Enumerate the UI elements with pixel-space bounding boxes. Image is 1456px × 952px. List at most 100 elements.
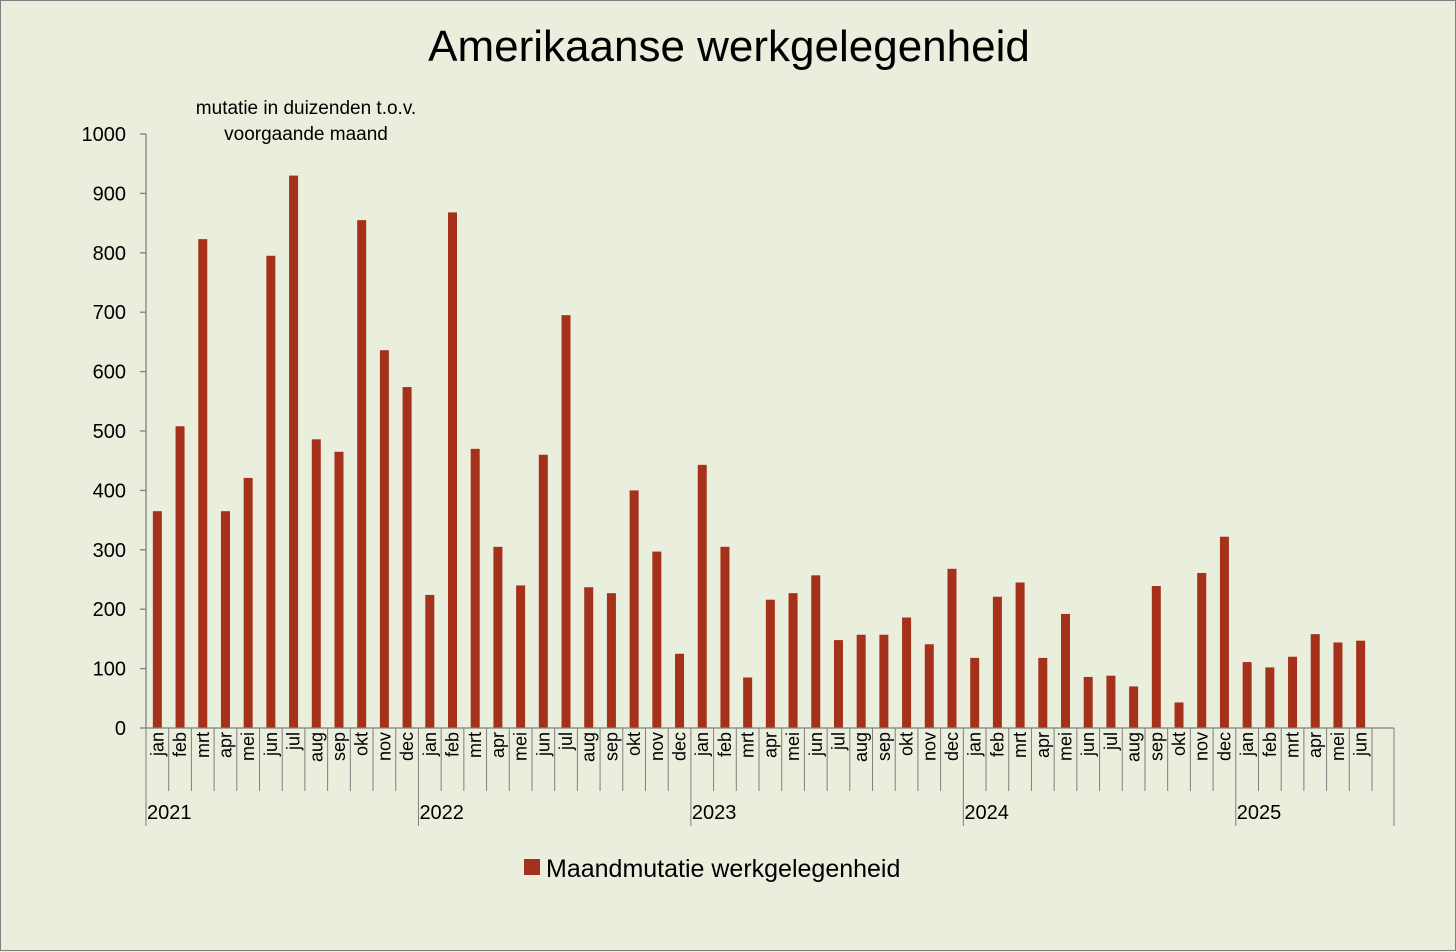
x-tick-label: sep (601, 732, 621, 761)
bar (1333, 642, 1343, 728)
y-axis: 0 100 200 300 400 500 600 700 800 900 1000 (82, 124, 147, 740)
x-tick-label: aug (579, 732, 599, 762)
bar (788, 593, 798, 728)
bar (1219, 536, 1229, 728)
x-tick-label: jan (147, 732, 167, 757)
bar (493, 546, 503, 728)
bar (720, 546, 730, 728)
x-tick-label: jun (261, 732, 281, 757)
y-tick-label: 900 (93, 183, 126, 205)
x-tick-label: feb (987, 732, 1007, 757)
bar (765, 599, 775, 728)
bar (743, 677, 753, 728)
chart-title: Amerikaanse werkgelegenheid (428, 22, 1030, 71)
bar (402, 387, 412, 728)
x-tick-label: jan (1237, 732, 1257, 757)
bar (675, 653, 685, 728)
bar (198, 239, 208, 728)
x-tick-label: feb (170, 732, 190, 757)
bar (1174, 702, 1184, 728)
x-tick-label: jan (965, 732, 985, 757)
year-label: 2021 (147, 802, 192, 824)
x-tick-label: aug (851, 732, 871, 762)
bar-series (152, 175, 1366, 728)
x-tick-label: mrt (1283, 732, 1303, 758)
x-tick-label: dec (397, 732, 417, 761)
bar (289, 175, 299, 728)
bar (947, 568, 957, 728)
x-tick-label: nov (919, 732, 939, 761)
y-tick-label: 300 (93, 540, 126, 562)
bar (652, 551, 662, 728)
x-tick-label: nov (1192, 732, 1212, 761)
x-tick-label: mei (783, 732, 803, 761)
chart-subtitle-line-2: voorgaande maand (224, 124, 388, 145)
y-tick-label: 1000 (82, 124, 127, 146)
x-tick-label: mrt (738, 732, 758, 758)
x-tick-label: dec (670, 732, 690, 761)
legend: Maandmutatie werkgelegenheid (524, 855, 900, 883)
bar (584, 587, 594, 728)
bar (561, 315, 571, 728)
x-tick-label: feb (715, 732, 735, 757)
y-tick-label: 500 (93, 421, 126, 443)
y-tick-label: 800 (93, 243, 126, 265)
bar (220, 511, 230, 728)
x-tick-label: feb (1260, 732, 1280, 757)
bar (1015, 582, 1025, 728)
bar (152, 511, 162, 728)
x-tick-label: dec (1214, 732, 1234, 761)
bar (1061, 613, 1070, 728)
bar (879, 634, 889, 728)
x-tick-label: mei (1056, 732, 1076, 761)
x-tick-label: okt (352, 732, 372, 756)
chart-subtitle-line-1: mutatie in duizenden t.o.v. (196, 98, 416, 119)
x-tick-label: jan (692, 732, 712, 757)
x-tick-label: jun (806, 732, 826, 757)
legend-label: Maandmutatie werkgelegenheid (546, 855, 900, 883)
x-axis: jan feb mrt apr mei jun jul aug sep okt nov dec jan f… (145, 727, 1395, 826)
bar (856, 634, 866, 728)
y-tick-label: 600 (93, 362, 126, 384)
x-tick-label: apr (215, 732, 235, 758)
x-tick-label: mei (238, 732, 258, 761)
bar (1083, 676, 1093, 728)
bar (1356, 640, 1366, 728)
year-label: 2022 (419, 802, 464, 824)
x-tick-label: mrt (1010, 732, 1030, 758)
y-tick-label: 0 (115, 718, 126, 740)
x-tick-label: okt (897, 732, 917, 756)
bar (379, 350, 389, 728)
bar (992, 596, 1002, 728)
x-tick-label: sep (1146, 732, 1166, 761)
x-tick-label: nov (374, 732, 394, 761)
x-tick-label: dec (942, 732, 962, 761)
y-tick-label: 200 (93, 599, 126, 621)
bar (311, 439, 321, 728)
x-tick-label: mei (1328, 732, 1348, 761)
x-tick-label: mrt (465, 732, 485, 758)
bar (448, 212, 457, 728)
y-tick-label: 400 (93, 480, 126, 502)
bar (470, 448, 480, 728)
bar (697, 464, 707, 728)
bar (538, 454, 548, 728)
x-tick-label: jan (420, 732, 440, 757)
y-tick-label: 100 (93, 659, 126, 681)
bar (1106, 675, 1116, 728)
x-tick-label: okt (624, 732, 644, 756)
bar (1151, 586, 1161, 728)
x-tick-label: jun (533, 732, 553, 757)
x-tick-label: jun (1078, 732, 1098, 757)
legend-swatch (524, 859, 540, 875)
bar (334, 451, 344, 728)
bar (902, 617, 912, 728)
x-tick-label: jul (556, 732, 576, 751)
bar (516, 585, 526, 728)
year-label: 2023 (692, 802, 737, 824)
bar (1129, 686, 1139, 728)
bar (970, 657, 980, 728)
bar (629, 490, 639, 728)
